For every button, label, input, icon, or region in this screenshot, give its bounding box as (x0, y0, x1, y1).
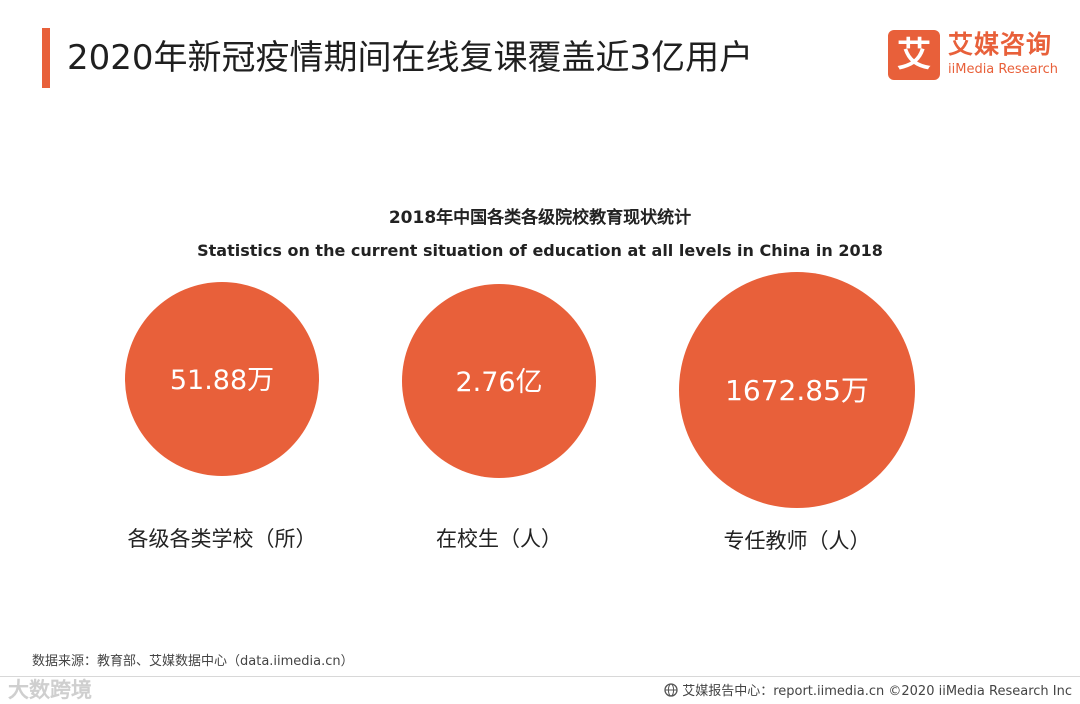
page-title: 2020年新冠疫情期间在线复课覆盖近3亿用户 (67, 38, 754, 78)
watermark: 大数跨境 (8, 678, 92, 702)
brand-logo: 艾 艾媒咨询 iiMedia Research (888, 30, 1068, 82)
bubble-value-label: 2.76亿 (455, 367, 542, 398)
bubble-category-label: 专任教师（人） (724, 529, 871, 553)
bubble-value-label: 1672.85万 (725, 374, 869, 407)
bubble-category-label: 在校生（人） (436, 527, 562, 551)
logo-english-name: iiMedia Research (948, 62, 1059, 77)
footer-divider (0, 676, 1080, 677)
chart-title: 2018年中国各类各级院校教育现状统计 (388, 208, 692, 228)
data-source-note: 数据来源：教育部、艾媒数据中心（data.iimedia.cn） (32, 654, 354, 669)
logo-chinese-name: 艾媒咨询 (948, 30, 1053, 59)
iimedia-logo-icon: 艾 (888, 30, 940, 80)
bubble-value-label: 51.88万 (170, 365, 274, 396)
chart-subtitle: Statistics on the current situation of e… (197, 241, 883, 260)
bubble (402, 284, 596, 478)
title-accent-bar (42, 28, 50, 88)
bubble (679, 272, 915, 508)
bubble (125, 282, 319, 476)
report-center-footer: 艾媒报告中心：report.iimedia.cn ©2020 iiMedia R… (664, 680, 1072, 699)
report-center-text: 艾媒报告中心：report.iimedia.cn ©2020 iiMedia R… (682, 684, 1072, 699)
bubble-category-label: 各级各类学校（所） (128, 527, 317, 551)
globe-icon (664, 683, 678, 697)
